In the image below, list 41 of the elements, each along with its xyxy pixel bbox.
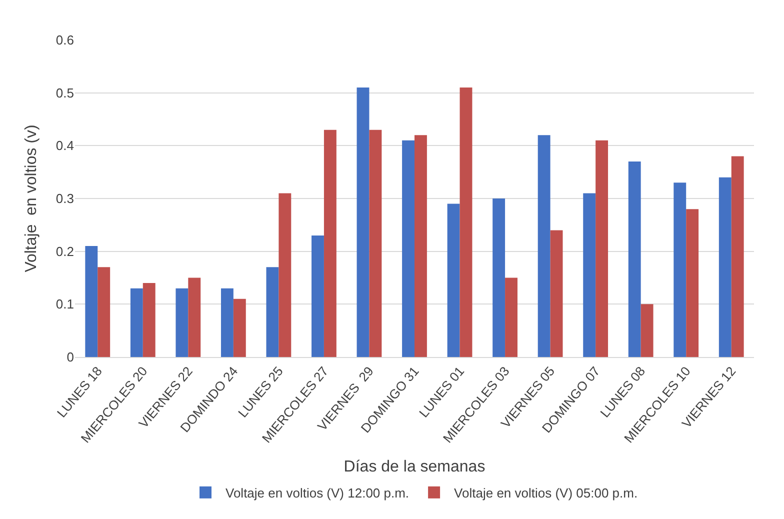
y-tick-label: 0 — [66, 350, 74, 365]
bar — [674, 182, 686, 357]
bar — [550, 230, 563, 357]
bar — [718, 177, 732, 357]
bar — [447, 204, 460, 357]
y-axis-title: Voltaje en voltios (v) — [22, 124, 40, 272]
bar — [312, 235, 324, 357]
bar — [85, 246, 98, 357]
bar — [233, 298, 246, 357]
bar — [640, 304, 654, 357]
bar — [369, 130, 382, 357]
legend-label: Voltaje en voltios (V) 12:00 p.m. — [226, 485, 410, 500]
bar — [278, 193, 292, 357]
bar — [686, 209, 699, 357]
bar — [414, 135, 427, 357]
bar — [220, 288, 234, 357]
bar — [130, 288, 143, 357]
bar — [583, 193, 596, 357]
bar — [176, 288, 188, 357]
legend-label: Voltaje en voltios (V) 05:00 p.m. — [454, 485, 638, 500]
bar — [266, 267, 279, 357]
bar — [731, 156, 744, 357]
bar — [324, 130, 336, 357]
bar — [188, 278, 201, 357]
bar — [142, 283, 156, 357]
bar — [402, 140, 414, 357]
bar — [356, 88, 370, 357]
y-tick-label: 0.6 — [56, 32, 74, 48]
y-tick-label: 0.3 — [56, 191, 74, 206]
bar — [538, 135, 550, 357]
x-axis-title: Días de la semanas — [344, 458, 486, 476]
bar — [628, 162, 641, 357]
bar — [98, 267, 110, 357]
y-tick-label: 0.2 — [56, 244, 74, 259]
y-tick-label: 0.4 — [56, 138, 74, 154]
bar — [492, 198, 506, 357]
y-tick-label: 0.1 — [56, 296, 74, 312]
bar — [460, 88, 472, 357]
bar — [505, 278, 518, 357]
bar — [596, 140, 608, 357]
y-tick-label: 0.5 — [56, 85, 74, 100]
